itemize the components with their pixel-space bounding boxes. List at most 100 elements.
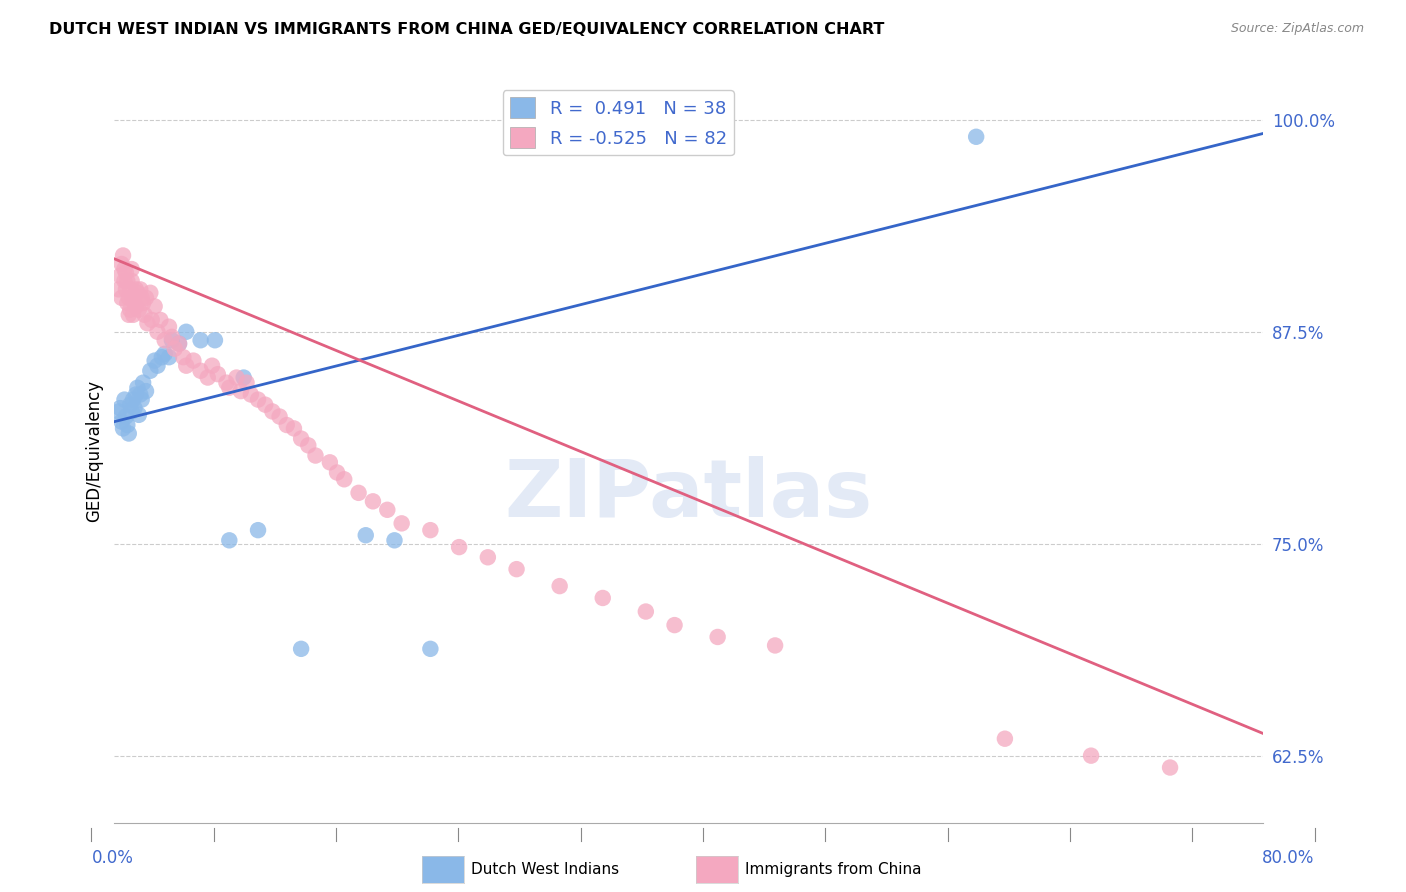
- Point: [118, 308, 141, 322]
- Point: [1080, 748, 1102, 763]
- Point: [160, 330, 183, 344]
- Point: [235, 376, 257, 390]
- Point: [197, 370, 219, 384]
- Point: [994, 731, 1017, 746]
- Text: 80.0%: 80.0%: [1263, 849, 1315, 867]
- Point: [419, 641, 441, 656]
- Point: [239, 387, 262, 401]
- Point: [232, 370, 254, 384]
- Point: [290, 432, 312, 446]
- Point: [505, 562, 527, 576]
- Point: [354, 528, 377, 542]
- Point: [361, 494, 384, 508]
- Point: [139, 364, 162, 378]
- Point: [121, 262, 143, 277]
- Y-axis label: GED/Equivalency: GED/Equivalency: [86, 379, 103, 522]
- Text: Immigrants from China: Immigrants from China: [745, 863, 922, 877]
- Point: [153, 333, 176, 347]
- Point: [157, 350, 180, 364]
- Point: [146, 359, 169, 373]
- Point: [143, 299, 166, 313]
- Point: [172, 350, 194, 364]
- Point: [477, 550, 499, 565]
- Point: [110, 291, 132, 305]
- Point: [375, 503, 398, 517]
- Point: [146, 325, 169, 339]
- Point: [115, 409, 138, 424]
- Point: [128, 408, 150, 422]
- Point: [120, 302, 142, 317]
- Text: Dutch West Indians: Dutch West Indians: [471, 863, 619, 877]
- Point: [127, 381, 149, 395]
- Point: [276, 417, 298, 432]
- Point: [114, 392, 136, 407]
- Point: [290, 641, 312, 656]
- Point: [129, 282, 152, 296]
- Point: [449, 540, 471, 554]
- Point: [134, 308, 156, 322]
- Point: [592, 591, 614, 605]
- Point: [347, 486, 370, 500]
- Point: [254, 398, 277, 412]
- Point: [121, 274, 143, 288]
- Point: [204, 333, 226, 347]
- Point: [419, 523, 441, 537]
- Point: [115, 265, 138, 279]
- Point: [548, 579, 571, 593]
- Point: [706, 630, 728, 644]
- Point: [174, 325, 197, 339]
- Point: [143, 353, 166, 368]
- Point: [215, 376, 238, 390]
- Point: [333, 472, 356, 486]
- Point: [218, 533, 240, 548]
- Point: [153, 347, 176, 361]
- Point: [247, 523, 270, 537]
- Point: [108, 268, 131, 283]
- Point: [131, 291, 153, 305]
- Point: [135, 384, 157, 398]
- Point: [150, 350, 173, 364]
- Point: [124, 401, 146, 415]
- Point: [128, 302, 150, 317]
- Point: [124, 296, 146, 310]
- Point: [114, 262, 136, 277]
- Text: 0.0%: 0.0%: [91, 849, 134, 867]
- Point: [149, 313, 172, 327]
- Point: [107, 282, 129, 296]
- Point: [225, 370, 247, 384]
- Point: [174, 359, 197, 373]
- Point: [190, 364, 212, 378]
- Point: [112, 421, 135, 435]
- Point: [125, 282, 148, 296]
- Point: [319, 455, 342, 469]
- Point: [190, 333, 212, 347]
- Point: [247, 392, 270, 407]
- Point: [160, 333, 183, 347]
- Point: [326, 466, 349, 480]
- Point: [763, 639, 786, 653]
- Point: [120, 282, 142, 296]
- Point: [157, 319, 180, 334]
- Point: [384, 533, 406, 548]
- Point: [1159, 760, 1181, 774]
- Text: Source: ZipAtlas.com: Source: ZipAtlas.com: [1230, 22, 1364, 36]
- Point: [110, 257, 132, 271]
- Point: [118, 291, 141, 305]
- Point: [110, 415, 132, 429]
- Legend: R =  0.491   N = 38, R = -0.525   N = 82: R = 0.491 N = 38, R = -0.525 N = 82: [502, 90, 734, 155]
- Point: [167, 336, 190, 351]
- Point: [132, 296, 155, 310]
- Point: [122, 308, 145, 322]
- Point: [117, 296, 139, 310]
- Point: [132, 376, 155, 390]
- Text: ZIPatlas: ZIPatlas: [505, 456, 873, 534]
- Point: [122, 291, 145, 305]
- Point: [207, 367, 229, 381]
- Point: [112, 248, 135, 262]
- Point: [167, 336, 190, 351]
- Point: [118, 426, 141, 441]
- Point: [634, 605, 657, 619]
- Point: [136, 316, 159, 330]
- Point: [965, 129, 987, 144]
- Point: [229, 384, 252, 398]
